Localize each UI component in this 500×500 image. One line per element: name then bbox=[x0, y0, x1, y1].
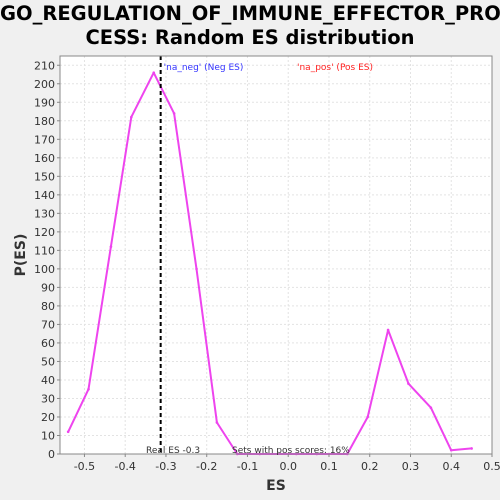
y-tick-label: 190 bbox=[34, 96, 55, 109]
y-tick-label: 40 bbox=[41, 374, 55, 387]
data-point bbox=[87, 387, 90, 391]
y-tick-label: 80 bbox=[41, 300, 55, 313]
x-tick-label: 0.4 bbox=[442, 460, 460, 473]
x-tick-label: -0.1 bbox=[237, 460, 258, 473]
y-tick-label: 0 bbox=[48, 448, 55, 461]
data-point bbox=[109, 245, 113, 248]
plot-area bbox=[60, 56, 492, 454]
data-point bbox=[449, 448, 453, 452]
y-tick-label: 130 bbox=[34, 207, 55, 220]
y-tick-label: 100 bbox=[34, 263, 55, 276]
data-point bbox=[470, 447, 473, 450]
y-tick-label: 160 bbox=[34, 152, 55, 165]
real-es-annotation: Real ES -0.3 bbox=[146, 446, 200, 456]
data-point bbox=[66, 430, 70, 434]
data-point bbox=[386, 328, 390, 332]
data-point bbox=[429, 406, 433, 410]
y-tick-label: 30 bbox=[41, 392, 55, 405]
x-tick-label: -0.5 bbox=[74, 460, 95, 473]
plot-border bbox=[59, 55, 493, 455]
grid-lines bbox=[60, 56, 493, 455]
pos-scores-annotation: Sets with pos scores: 16% bbox=[232, 446, 350, 456]
data-point bbox=[172, 112, 176, 115]
x-tick-label: -0.2 bbox=[196, 460, 217, 473]
data-point bbox=[130, 115, 133, 119]
y-tick-label: 210 bbox=[34, 59, 55, 72]
data-point bbox=[152, 71, 156, 74]
x-tick-label: 0.5 bbox=[483, 460, 500, 473]
data-point bbox=[407, 382, 410, 385]
y-tick-label: 170 bbox=[34, 133, 55, 146]
y-tick-label: 150 bbox=[34, 170, 55, 183]
chart-title-line1: GO_REGULATION_OF_IMMUNE_EFFECTOR_PRO bbox=[0, 2, 500, 25]
legend-pos: 'na_pos' (Pos ES) bbox=[297, 63, 373, 73]
x-tick-label: 0.2 bbox=[361, 460, 379, 473]
x-tick-label: -0.3 bbox=[155, 460, 176, 473]
axes bbox=[59, 55, 493, 455]
data-point bbox=[195, 267, 198, 271]
chart-title-line2: CESS: Random ES distribution bbox=[85, 26, 415, 49]
y-tick-label: 10 bbox=[41, 429, 55, 442]
y-tick-label: 140 bbox=[34, 189, 55, 202]
y-tick-label: 120 bbox=[34, 226, 55, 239]
y-tick-label: 200 bbox=[34, 78, 55, 91]
y-tick-label: 50 bbox=[41, 355, 55, 368]
y-tick-label: 70 bbox=[41, 318, 55, 331]
x-axis-label: ES bbox=[266, 478, 286, 494]
data-point bbox=[366, 415, 369, 419]
y-axis-ticks: 0 10 20 30 40 50 60 70 80 90 100 110 120 130 140 150 160… bbox=[34, 59, 60, 461]
y-axis-label: P(ES) bbox=[13, 234, 29, 277]
y-tick-label: 20 bbox=[41, 411, 55, 424]
y-tick-label: 90 bbox=[41, 281, 55, 294]
y-tick-label: 110 bbox=[34, 244, 55, 257]
y-tick-label: 60 bbox=[41, 337, 55, 350]
x-axis-ticks: -0.5 -0.4 -0.3 -0.2 -0.1 0.0 0.1 0.2 0.3 0.4 0.5 bbox=[74, 454, 500, 473]
legend-neg: 'na_neg' (Neg ES) bbox=[164, 63, 244, 73]
y-tick-label: 180 bbox=[34, 115, 55, 128]
x-tick-label: 0.1 bbox=[320, 460, 338, 473]
data-point bbox=[215, 421, 219, 424]
x-tick-label: 0.3 bbox=[402, 460, 420, 473]
x-tick-label: -0.4 bbox=[114, 460, 135, 473]
x-tick-label: 0.0 bbox=[279, 460, 297, 473]
